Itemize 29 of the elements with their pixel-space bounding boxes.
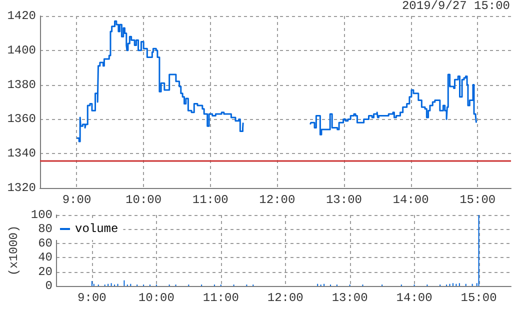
x-tick-label: 15:00 — [460, 291, 497, 305]
y-tick-label: 1380 — [7, 78, 36, 92]
y-tick-label: 1320 — [7, 181, 36, 195]
x-tick-label: 14:00 — [396, 291, 432, 305]
x-tick-label: 10:00 — [138, 291, 174, 305]
y-tick-label: 1400 — [7, 43, 36, 58]
y-tick-label: 80 — [38, 222, 53, 236]
x-tick-label: 10:00 — [126, 193, 162, 207]
y-tick-label: 1340 — [7, 146, 36, 161]
x-tick-label: 9:00 — [78, 291, 106, 305]
x-tick-label: 14:00 — [392, 193, 429, 207]
x-tick-label: 15:00 — [460, 193, 496, 207]
text: 2019/9/27 15:00 — [402, 0, 510, 13]
x-tick-label: 11:00 — [202, 291, 239, 305]
x-tick-label: 11:00 — [192, 193, 228, 207]
x-tick-label: 13:00 — [326, 193, 362, 207]
legend-label: volume — [75, 222, 118, 236]
y-tick-label: 20 — [38, 264, 53, 279]
y-tick-label: 100 — [30, 208, 53, 222]
y-axis-title: (x1000) — [7, 225, 21, 276]
x-tick-label: 12:00 — [267, 291, 304, 305]
y-tick-label: 1360 — [7, 112, 36, 126]
x-tick-label: 9:00 — [62, 193, 92, 207]
x-tick-label: 13:00 — [332, 291, 368, 305]
y-tick-label: 40 — [38, 250, 53, 265]
y-tick-label: 60 — [38, 236, 53, 250]
y-tick-label: 1420 — [7, 9, 36, 23]
x-tick-label: 12:00 — [259, 193, 296, 207]
y-tick-label: 0 — [45, 279, 53, 293]
